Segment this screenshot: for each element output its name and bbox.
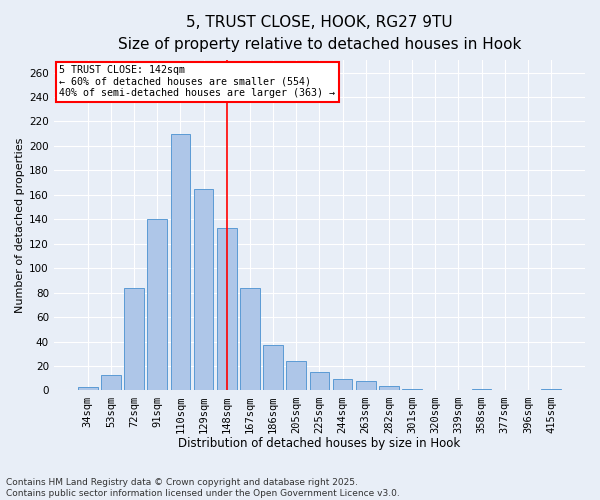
Bar	[286, 361, 306, 390]
Bar	[379, 386, 399, 390]
Bar	[194, 188, 214, 390]
X-axis label: Distribution of detached houses by size in Hook: Distribution of detached houses by size …	[178, 437, 461, 450]
Bar	[170, 134, 190, 390]
Bar	[78, 387, 98, 390]
Bar	[148, 220, 167, 390]
Bar	[402, 389, 422, 390]
Bar	[217, 228, 236, 390]
Bar	[310, 372, 329, 390]
Bar	[263, 345, 283, 391]
Bar	[472, 389, 491, 390]
Title: 5, TRUST CLOSE, HOOK, RG27 9TU
Size of property relative to detached houses in H: 5, TRUST CLOSE, HOOK, RG27 9TU Size of p…	[118, 15, 521, 52]
Bar	[333, 380, 352, 390]
Text: Contains HM Land Registry data © Crown copyright and database right 2025.
Contai: Contains HM Land Registry data © Crown c…	[6, 478, 400, 498]
Bar	[356, 380, 376, 390]
Y-axis label: Number of detached properties: Number of detached properties	[15, 138, 25, 313]
Bar	[101, 374, 121, 390]
Bar	[240, 288, 260, 390]
Text: 5 TRUST CLOSE: 142sqm
← 60% of detached houses are smaller (554)
40% of semi-det: 5 TRUST CLOSE: 142sqm ← 60% of detached …	[59, 66, 335, 98]
Bar	[124, 288, 144, 390]
Bar	[541, 389, 561, 390]
